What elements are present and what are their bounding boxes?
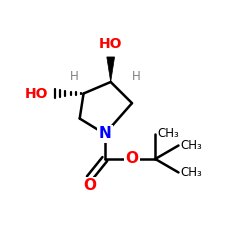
Text: O: O (126, 152, 138, 166)
Polygon shape (107, 57, 114, 82)
Text: CH₃: CH₃ (180, 166, 202, 179)
Text: H: H (132, 70, 141, 83)
Text: O: O (83, 178, 96, 194)
Text: HO: HO (99, 37, 122, 51)
Text: CH₃: CH₃ (180, 139, 202, 152)
Text: N: N (98, 126, 111, 142)
Text: H: H (70, 70, 78, 83)
Text: CH₃: CH₃ (157, 128, 179, 140)
Text: HO: HO (25, 86, 49, 101)
